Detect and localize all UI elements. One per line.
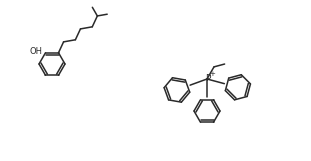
Text: +: + — [209, 71, 215, 77]
Text: OH: OH — [30, 47, 43, 56]
Text: P: P — [205, 74, 211, 82]
